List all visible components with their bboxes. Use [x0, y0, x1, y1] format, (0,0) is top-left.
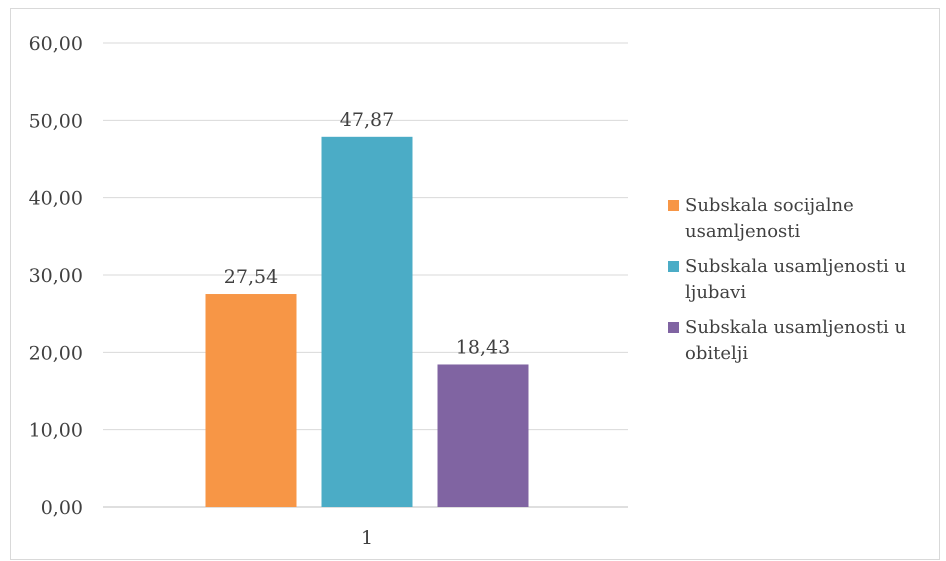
bar — [205, 294, 297, 507]
y-tick-label: 40,00 — [29, 188, 83, 210]
x-tick-label: 1 — [361, 527, 373, 549]
chart-frame — [10, 8, 940, 560]
data-label: 47,87 — [340, 109, 394, 131]
y-tick-label: 60,00 — [29, 33, 83, 55]
y-tick-label: 50,00 — [29, 110, 83, 132]
y-tick-label: 20,00 — [29, 342, 83, 364]
legend-label-social: Subskala socijalne usamljenosti — [685, 195, 854, 242]
legend-label-love: Subskala usamljenosti u ljubavi — [685, 256, 907, 303]
data-label: 18,43 — [456, 336, 510, 358]
legend: Subskala socijalne usamljenosti Subskala… — [668, 193, 938, 376]
y-tick-label: 10,00 — [29, 420, 83, 442]
legend-swatch-social — [668, 200, 679, 211]
legend-item-love: Subskala usamljenosti u ljubavi — [668, 254, 938, 306]
y-tick-label: 0,00 — [41, 497, 83, 519]
bar — [437, 364, 529, 507]
y-tick-label: 30,00 — [29, 265, 83, 287]
legend-item-social: Subskala socijalne usamljenosti — [668, 193, 938, 245]
legend-swatch-love — [668, 261, 679, 272]
legend-swatch-family — [668, 322, 679, 333]
bar — [321, 136, 413, 507]
legend-item-family: Subskala usamljenosti u obitelji — [668, 315, 938, 367]
legend-label-family: Subskala usamljenosti u obitelji — [685, 317, 907, 364]
data-label: 27,54 — [224, 266, 278, 288]
